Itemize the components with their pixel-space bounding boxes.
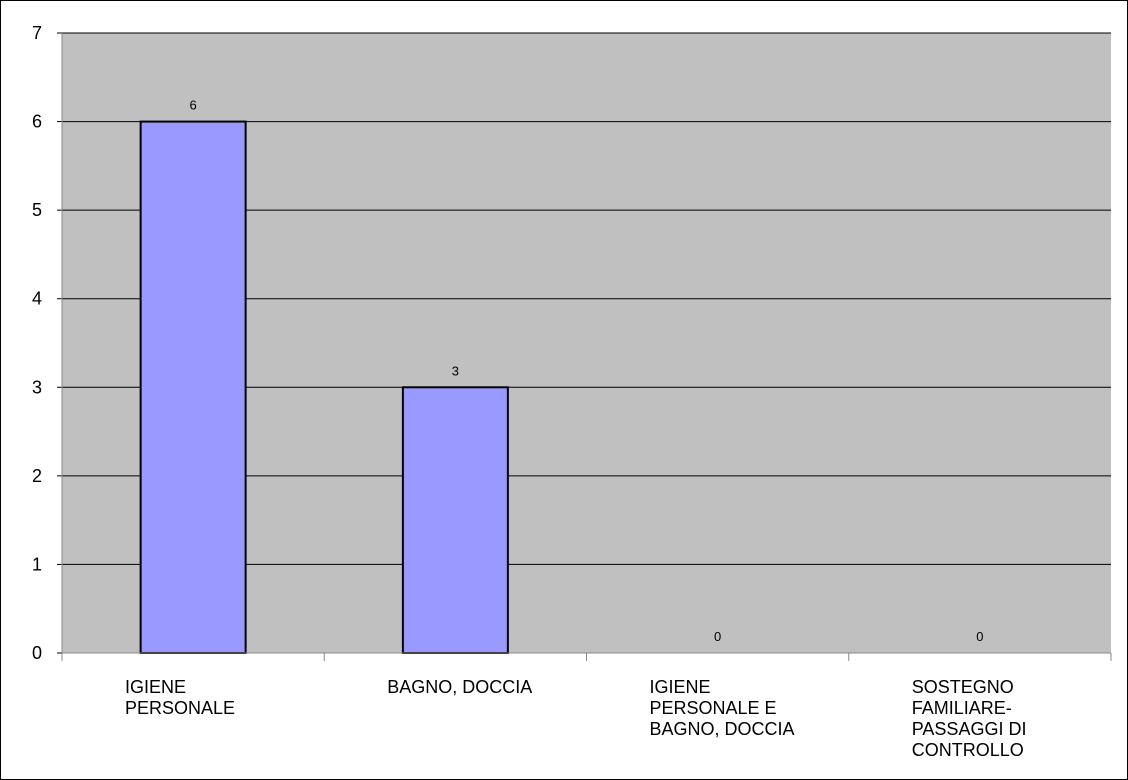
category-label: BAGNO, DOCCIA xyxy=(387,677,532,697)
category-label: PASSAGGI DI xyxy=(912,719,1027,739)
axes xyxy=(57,32,1112,661)
bar xyxy=(401,386,509,654)
category-label: IGIENE xyxy=(125,677,186,697)
bars xyxy=(139,120,509,655)
y-tick-label: 3 xyxy=(32,377,42,397)
data-label: 6 xyxy=(190,98,197,113)
y-tick-label: 2 xyxy=(32,466,42,486)
y-tick-label: 0 xyxy=(32,643,42,663)
y-tick-label: 5 xyxy=(32,200,42,220)
category-label: CONTROLLO xyxy=(912,740,1024,760)
bar xyxy=(139,120,247,655)
category-label: PERSONALE xyxy=(125,698,235,718)
data-label: 0 xyxy=(714,629,721,644)
category-label: PERSONALE E xyxy=(650,698,777,718)
category-label: SOSTEGNO xyxy=(912,677,1014,697)
y-tick-label: 7 xyxy=(32,23,42,43)
data-label: 0 xyxy=(976,629,983,644)
category-label: FAMILIARE- xyxy=(912,698,1012,718)
y-tick-label: 1 xyxy=(32,554,42,574)
data-label: 3 xyxy=(452,363,459,378)
y-tick-label: 4 xyxy=(32,289,42,309)
y-tick-label: 6 xyxy=(32,112,42,132)
category-label: IGIENE xyxy=(650,677,711,697)
category-label: BAGNO, DOCCIA xyxy=(650,719,795,739)
